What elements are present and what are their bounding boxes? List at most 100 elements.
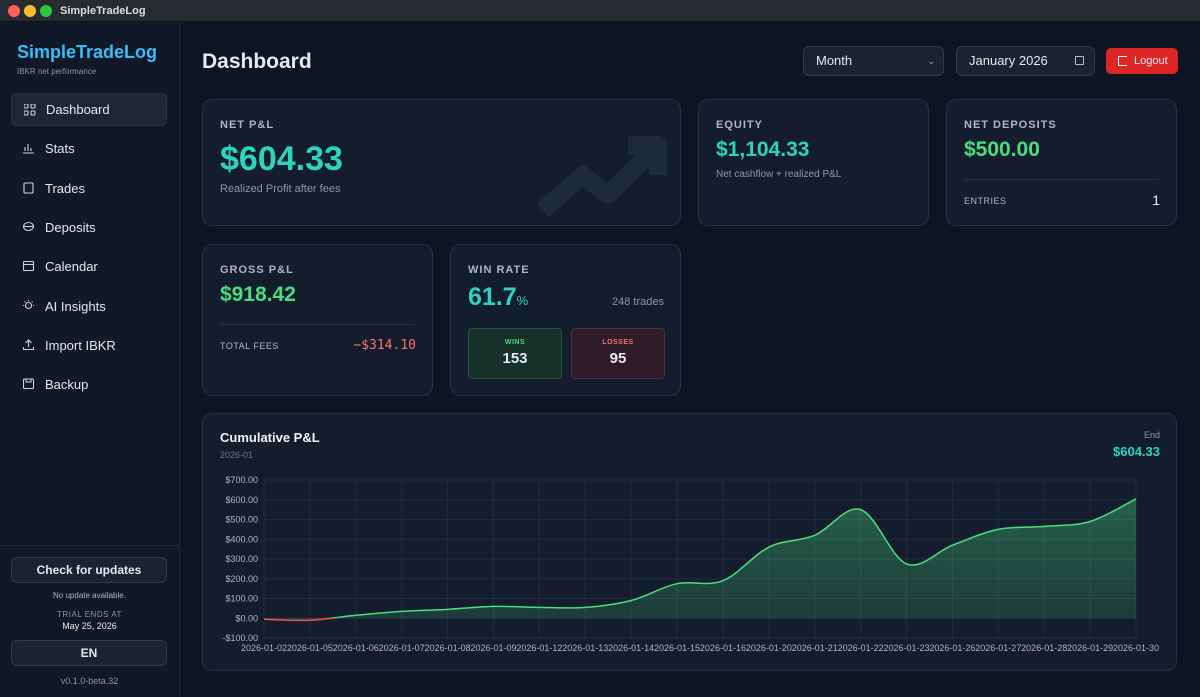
x-tick-label: 2026-01-26 — [929, 643, 975, 653]
x-tick-label: 2026-01-13 — [562, 643, 608, 653]
x-tick-label: 2026-01-28 — [1021, 643, 1067, 653]
date-value: January 2026 — [969, 53, 1048, 68]
version: v0.1.0-beta.32 — [60, 676, 119, 686]
nav-label: Stats — [45, 141, 75, 157]
minimize-button[interactable] — [24, 5, 36, 17]
win-rate-card: WIN RATE 61.7% 248 trades WINS 153 LOSSE… — [450, 244, 681, 396]
wins-value: 153 — [502, 350, 528, 367]
card-caption: Realized Profit after fees — [220, 183, 341, 195]
zoom-button[interactable] — [40, 5, 52, 17]
x-tick-label: 2026-01-15 — [654, 643, 700, 653]
x-tick-label: 2026-01-12 — [516, 643, 562, 653]
nav-item[interactable]: AI Insights — [11, 290, 167, 323]
brand: SimpleTradeLog — [17, 42, 158, 62]
chart: Cumulative P&L 2026-01 End $604.33 -$100… — [220, 430, 1160, 653]
title-bar: SimpleTradeLog — [0, 0, 1200, 22]
nav-item[interactable]: Trades — [11, 172, 167, 205]
x-tick-label: 2026-01-21 — [792, 643, 838, 653]
language-button[interactable]: EN — [11, 640, 167, 666]
nav-icon — [23, 339, 35, 350]
nav-icon — [23, 378, 35, 390]
x-tick-label: 2026-01-02 — [241, 643, 287, 653]
card-label: NET DEPOSITS — [964, 119, 1057, 131]
card-label: WIN RATE — [468, 264, 530, 276]
update-status: No update available. — [53, 591, 126, 600]
nav-item[interactable]: Deposits — [11, 211, 167, 244]
x-tick-label: 2026-01-09 — [470, 643, 516, 653]
nav-item[interactable]: Stats — [11, 132, 167, 165]
divider — [964, 179, 1159, 180]
fees-label: TOTAL FEES — [220, 341, 279, 351]
logout-button[interactable]: Logout — [1106, 48, 1178, 74]
nav-label: Import IBKR — [45, 337, 116, 353]
x-tick-label: 2026-01-30 — [1113, 643, 1159, 653]
y-tick-label: $500.00 — [225, 515, 258, 525]
y-tick-label: $100.00 — [225, 594, 258, 604]
logout-label: Logout — [1134, 55, 1168, 67]
area — [264, 498, 1136, 621]
nav-label: Backup — [45, 377, 89, 393]
sidebar: SimpleTradeLog IBKR net performance Dash… — [0, 22, 180, 697]
losses-label: LOSSES — [602, 339, 634, 346]
card-value: 61.7% — [468, 283, 528, 312]
y-tick-label: $0.00 — [235, 613, 258, 623]
tagline: IBKR net performance — [17, 67, 97, 76]
x-tick-label: 2026-01-07 — [379, 643, 425, 653]
x-tick-label: 2026-01-16 — [700, 643, 746, 653]
y-tick-label: -$100.00 — [222, 633, 258, 643]
card-label: GROSS P&L — [220, 264, 294, 276]
wins-box: WINS 153 — [468, 328, 562, 379]
net-pnl-card: NET P&L $604.33 Realized Profit after fe… — [202, 99, 681, 226]
win-rate-value: 61.7 — [468, 283, 517, 311]
period-select[interactable]: Month ⌄ — [803, 46, 944, 76]
entries-value: 1 — [1152, 192, 1160, 208]
x-tick-label: 2026-01-23 — [884, 643, 930, 653]
wins-label: WINS — [504, 339, 526, 346]
losses-value: 95 — [609, 350, 627, 367]
fees-value: −$314.10 — [353, 338, 416, 353]
x-tick-label: 2026-01-05 — [287, 643, 333, 653]
period-value: Month — [816, 53, 853, 68]
nav-label: Trades — [45, 180, 85, 196]
window-title: SimpleTradeLog — [60, 5, 146, 17]
x-tick-label: 2026-01-08 — [425, 643, 471, 653]
chart-card: Cumulative P&L 2026-01 End $604.33 -$100… — [202, 413, 1177, 671]
line — [263, 498, 1137, 622]
card-value: $1,104.33 — [716, 138, 810, 161]
close-button[interactable] — [8, 5, 20, 17]
trend-icon — [537, 136, 667, 217]
divider — [0, 545, 179, 546]
date-picker[interactable]: January 2026 — [956, 46, 1095, 76]
x-tick-label: 2026-01-06 — [333, 643, 379, 653]
y-tick-label: $600.00 — [225, 495, 258, 505]
net-deposits-card: NET DEPOSITS $500.00 ENTRIES 1 — [946, 99, 1177, 226]
card-label: NET P&L — [220, 119, 275, 131]
win-rate-unit: % — [516, 293, 529, 308]
nav-icon — [23, 261, 35, 272]
chart-title: Cumulative P&L — [220, 430, 320, 445]
nav-label: AI Insights — [45, 298, 106, 314]
nav-item[interactable]: Backup — [11, 368, 167, 401]
x-tick-label: 2026-01-27 — [975, 643, 1021, 653]
end-value: $604.33 — [1113, 444, 1160, 459]
nav-icon — [23, 221, 35, 231]
page-title: Dashboard — [202, 50, 312, 73]
nav-item[interactable]: Import IBKR — [11, 329, 167, 362]
x-tick-label: 2026-01-20 — [746, 643, 792, 653]
nav-icon — [23, 299, 34, 309]
card-caption: Net cashflow + realized P&L — [716, 169, 842, 180]
nav-icon — [23, 182, 34, 194]
nav-icon — [23, 144, 34, 154]
losses-box: LOSSES 95 — [571, 328, 665, 379]
nav-label: Calendar — [45, 259, 98, 275]
x-tick-label: 2026-01-29 — [1067, 643, 1113, 653]
end-label: End — [1144, 430, 1160, 440]
chart-subtitle: 2026-01 — [220, 450, 253, 460]
nav-item[interactable]: Calendar — [11, 250, 167, 283]
trial-date: May 25, 2026 — [62, 621, 117, 631]
nav-item[interactable]: Dashboard — [11, 93, 167, 126]
update-button[interactable]: Check for updates — [11, 557, 167, 583]
gross-pnl-card: GROSS P&L $918.42 TOTAL FEES −$314.10 — [202, 244, 433, 396]
x-tick-label: 2026-01-14 — [608, 643, 654, 653]
